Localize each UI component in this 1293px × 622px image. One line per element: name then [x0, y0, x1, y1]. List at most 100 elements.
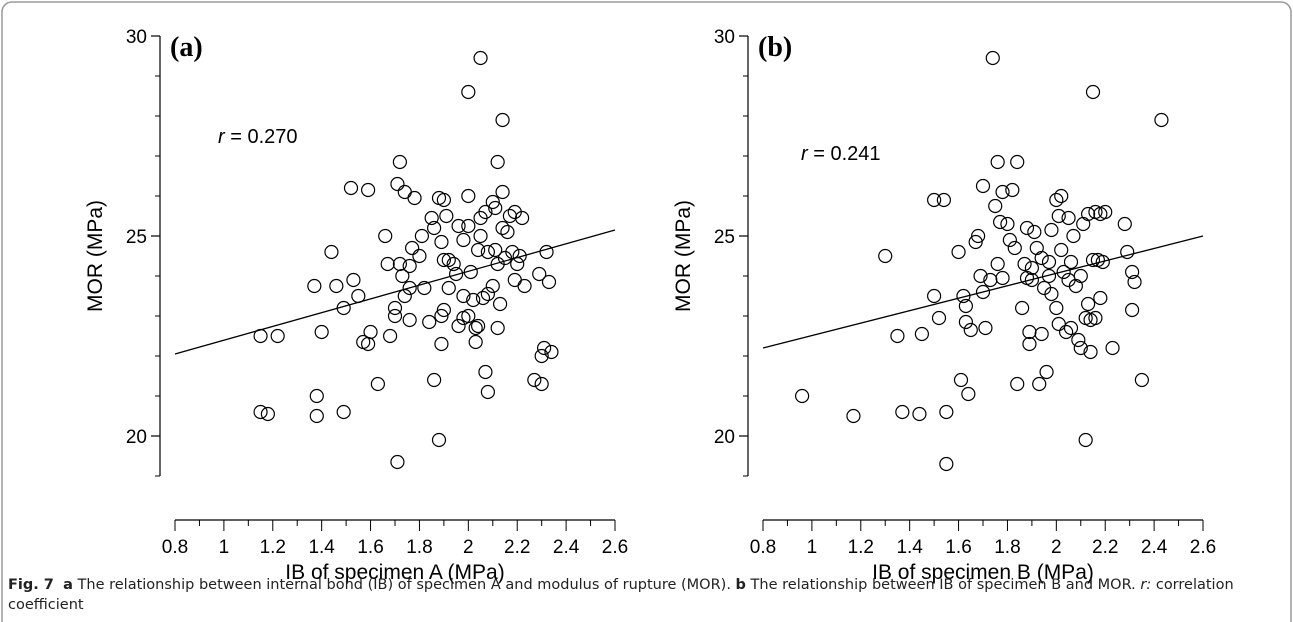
data-point	[1063, 320, 1079, 336]
data-point	[515, 210, 530, 226]
y-tick-label: 25	[714, 227, 735, 248]
data-point	[1005, 182, 1020, 198]
data-point	[1044, 286, 1059, 302]
data-point	[270, 328, 285, 344]
data-point	[963, 322, 978, 338]
data-point	[958, 314, 973, 330]
data-point	[1041, 254, 1057, 270]
data-point	[1051, 208, 1066, 224]
data-point	[473, 228, 488, 244]
data-point	[314, 324, 329, 340]
data-point	[975, 178, 991, 194]
x-tick-label: 0.8	[750, 537, 776, 558]
caption-fig-label: Fig. 7	[8, 577, 54, 593]
data-point	[1117, 216, 1132, 232]
data-point	[878, 248, 893, 264]
data-point	[1051, 316, 1066, 332]
data-point	[485, 194, 500, 210]
data-point	[1034, 326, 1049, 342]
x-axis-label: IB of specimen A (MPa)	[285, 561, 504, 584]
y-tick-label: 30	[126, 27, 147, 48]
data-point	[1000, 216, 1015, 232]
y-axis-label: MOR (MPa)	[84, 200, 107, 312]
data-point	[402, 280, 417, 296]
x-tick-label: 2	[1051, 537, 1062, 558]
data-point	[985, 50, 1000, 66]
data-point	[1022, 336, 1037, 352]
data-point	[1134, 372, 1149, 388]
x-tick-label: 1.6	[945, 537, 971, 558]
data-point	[436, 192, 451, 208]
data-point	[500, 224, 515, 240]
x-tick-label: 1	[219, 537, 230, 558]
data-point	[939, 456, 954, 472]
x-tick-label: 2.4	[553, 537, 580, 558]
data-point	[544, 344, 559, 360]
data-point	[387, 300, 403, 316]
data-point	[417, 280, 432, 296]
data-point	[1017, 256, 1032, 272]
data-point	[478, 204, 493, 220]
data-point	[451, 218, 466, 234]
data-point	[968, 234, 983, 250]
data-point	[380, 256, 395, 272]
data-point	[480, 286, 495, 302]
data-point	[431, 432, 447, 448]
correlation-annotation: r = 0.270	[218, 126, 298, 148]
caption-a-letter: a	[63, 577, 73, 593]
caption-a-text: The relationship between internal bond (…	[72, 577, 736, 593]
data-point	[471, 242, 486, 258]
data-point	[390, 176, 405, 192]
data-point	[441, 280, 456, 296]
data-point	[1032, 376, 1047, 392]
data-point	[1085, 252, 1101, 268]
data-point	[387, 308, 403, 324]
data-point	[1002, 232, 1017, 248]
data-point	[1054, 188, 1069, 204]
data-point	[532, 266, 547, 282]
data-point	[539, 244, 554, 260]
data-point	[795, 388, 810, 404]
data-point	[309, 408, 324, 424]
data-point	[383, 328, 398, 344]
data-point	[505, 244, 520, 260]
data-point	[1056, 264, 1071, 280]
data-point	[412, 248, 427, 264]
data-point	[927, 192, 942, 208]
y-tick-label: 20	[714, 427, 735, 448]
data-point	[1105, 340, 1120, 356]
x-tick-label: 1	[807, 537, 818, 558]
data-point	[463, 264, 478, 280]
data-point	[993, 214, 1008, 230]
data-point	[451, 318, 466, 334]
data-point	[495, 184, 510, 200]
data-point	[995, 270, 1010, 286]
data-point	[936, 192, 951, 208]
data-point	[927, 288, 942, 304]
data-point	[436, 302, 451, 318]
data-point	[1034, 250, 1049, 266]
data-point	[953, 372, 969, 388]
data-point	[1022, 324, 1037, 340]
data-point	[434, 336, 449, 352]
data-point	[1063, 254, 1079, 270]
data-point	[1049, 300, 1064, 316]
x-tick-label: 1.4	[896, 537, 923, 558]
data-point	[958, 298, 973, 314]
data-point	[1083, 344, 1098, 360]
data-point	[1076, 216, 1091, 232]
data-point	[534, 376, 549, 392]
correlation-annotation: r = 0.241	[801, 143, 881, 165]
data-point	[343, 180, 359, 196]
data-point	[914, 326, 929, 342]
data-point	[541, 274, 557, 290]
data-point	[397, 184, 412, 200]
data-point	[468, 320, 483, 336]
figure-caption: Fig. 7 a The relationship between intern…	[8, 575, 1278, 615]
x-tick-label: 1.2	[260, 537, 286, 558]
x-tick-label: 1.8	[994, 537, 1020, 558]
correlation-symbol: r	[801, 143, 809, 165]
data-point	[395, 268, 410, 284]
data-point	[517, 278, 532, 294]
